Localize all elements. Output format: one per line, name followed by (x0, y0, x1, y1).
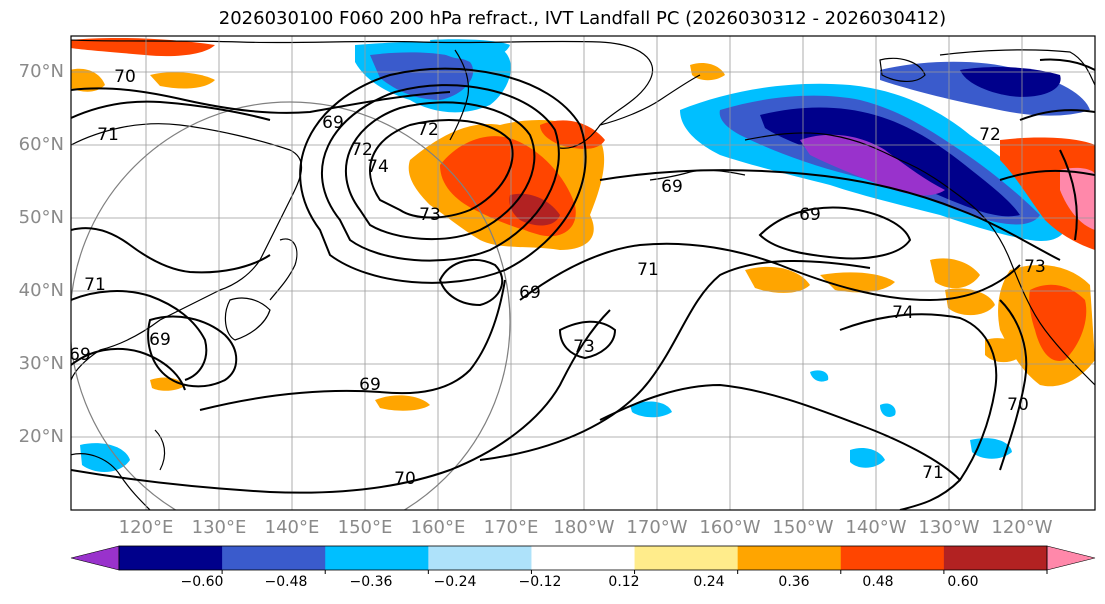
colorbar-segments (70, 545, 1096, 571)
colorbar-outline (118, 545, 1048, 571)
contour-label: 73 (1024, 257, 1046, 277)
map-title: 2026030100 F060 200 hPa refract., IVT La… (218, 8, 947, 29)
contour-label: 69 (661, 177, 683, 197)
lat-label: 30°N (18, 353, 64, 374)
ivt-shading (71, 37, 1095, 472)
contour-label: 69 (519, 283, 541, 303)
colorbar-tick-label: −0.12 (518, 574, 562, 590)
colorbar-extend-min (70, 545, 120, 571)
contour-labels: 70 71 69 72 74 73 72 69 69 69 71 69 73 6… (69, 67, 1046, 489)
contour-label: 72 (417, 120, 439, 140)
lon-label: 140°E (264, 517, 320, 538)
map-panel: 70 71 69 72 74 73 72 69 69 69 71 69 73 6… (69, 35, 1096, 511)
colorbar-segment (943, 546, 1048, 570)
lon-label: 160°W (699, 517, 761, 538)
lat-label: 40°N (18, 280, 64, 301)
contour-label: 72 (979, 125, 1001, 145)
colorbar-tick-label: 0.36 (778, 574, 810, 590)
lon-label: 170°E (483, 517, 539, 538)
colorbar-tick-label: −0.48 (264, 574, 308, 590)
contour-label: 73 (573, 337, 595, 357)
contour-label: 71 (97, 125, 119, 145)
contour-label: 72 (351, 140, 373, 160)
lon-label: 150°W (772, 517, 834, 538)
contour-label: 74 (367, 157, 389, 177)
contour-label: 74 (892, 303, 914, 323)
contour-label: 70 (394, 469, 416, 489)
colorbar-tick-label: −0.36 (349, 574, 393, 590)
lon-label: 160°E (410, 517, 466, 538)
contour-label: 69 (322, 113, 344, 133)
contour-label: 69 (149, 330, 171, 350)
lat-label: 20°N (18, 426, 64, 447)
colorbar-segment (634, 546, 739, 570)
coastlines (71, 39, 1095, 510)
lon-label: 170°W (626, 517, 688, 538)
lon-label: 120°W (991, 517, 1053, 538)
colorbar-segment (737, 546, 842, 570)
contour-label: 71 (84, 275, 106, 295)
region-circle (71, 101, 511, 510)
colorbar-tick-label: 0.48 (862, 574, 894, 590)
lon-label: 130°W (918, 517, 980, 538)
lat-label: 50°N (18, 207, 64, 228)
contour-label: 71 (637, 260, 659, 280)
lon-label: 130°E (191, 517, 247, 538)
contour-label: 69 (69, 345, 91, 365)
colorbar-segment (325, 546, 429, 570)
colorbar-segment (119, 546, 223, 570)
colorbar-segment (428, 546, 532, 570)
lon-label: 150°E (337, 517, 393, 538)
colorbar-tick-label: 0.60 (947, 574, 979, 590)
colorbar-segment (840, 546, 945, 570)
graticule (71, 36, 1095, 510)
contour-label: 69 (359, 375, 381, 395)
contour-label: 71 (922, 463, 944, 483)
lat-label: 60°N (18, 134, 64, 155)
refractivity-contours (71, 58, 1095, 510)
colorbar-tick-label: 0.12 (608, 574, 640, 590)
colorbar-extend-max (1046, 545, 1096, 571)
colorbar-segment (222, 546, 326, 570)
contour-label: 73 (419, 205, 441, 225)
colorbar-tick-label: 0.24 (693, 574, 725, 590)
contour-label: 70 (1007, 395, 1029, 415)
colorbar-tick-label: −0.60 (180, 574, 224, 590)
lat-label: 70°N (18, 61, 64, 82)
map-frame (70, 35, 1096, 511)
contour-label: 70 (114, 67, 136, 87)
lon-label: 140°W (845, 517, 907, 538)
colorbar-tick-label: −0.24 (433, 574, 477, 590)
lon-label: 120°E (118, 517, 174, 538)
lon-label: 180°W (553, 517, 615, 538)
contour-label: 69 (799, 205, 821, 225)
colorbar-segment (531, 546, 636, 570)
